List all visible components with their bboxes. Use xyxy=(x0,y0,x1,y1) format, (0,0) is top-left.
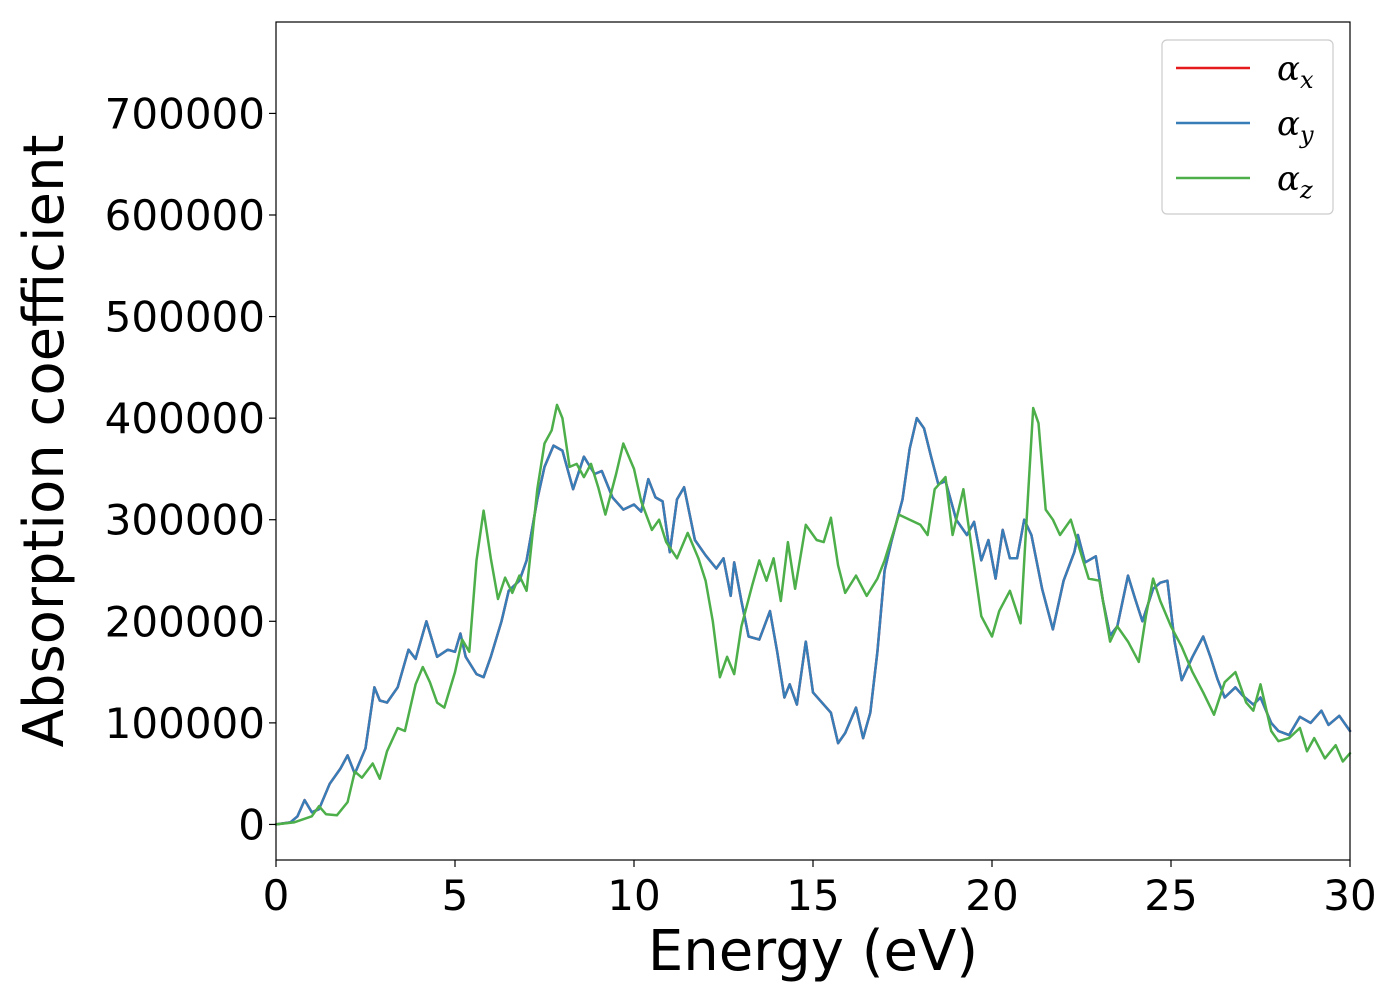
series-line-z xyxy=(274,403,1352,826)
y-tick-label: 0 xyxy=(238,800,265,849)
x-tick-label: 10 xyxy=(607,871,660,920)
x-tick-label: 5 xyxy=(442,871,469,920)
y-tick-label: 400000 xyxy=(105,394,265,443)
y-axis: 0 100000 200000 300000 400000 500000 600000 700… xyxy=(105,89,276,849)
x-tick-label: 25 xyxy=(1144,871,1197,920)
x-tick-label: 0 xyxy=(263,871,290,920)
y-tick-label: 600000 xyxy=(105,191,265,240)
y-tick-label: 700000 xyxy=(105,89,265,138)
legend-box xyxy=(1161,39,1334,215)
series-layer xyxy=(274,403,1352,826)
y-tick-label: 200000 xyxy=(105,597,265,646)
series-line-y xyxy=(274,416,1352,826)
y-axis-title: Absorption coefficient xyxy=(12,135,77,748)
x-tick-label: 20 xyxy=(965,871,1018,920)
y-tick-label: 300000 xyxy=(105,496,265,545)
legend-label-y: αy xyxy=(1277,104,1314,149)
x-tick-label: 15 xyxy=(786,871,839,920)
x-axis: 0 5 10 15 20 25 30 xyxy=(263,860,1377,920)
x-tick-label: 30 xyxy=(1323,871,1376,920)
x-axis-title: Energy (eV) xyxy=(648,919,978,984)
legend-label-x: αx xyxy=(1277,49,1314,94)
y-tick-label: 500000 xyxy=(105,293,265,342)
series-line-x xyxy=(274,416,1352,826)
y-tick-label: 100000 xyxy=(105,699,265,748)
